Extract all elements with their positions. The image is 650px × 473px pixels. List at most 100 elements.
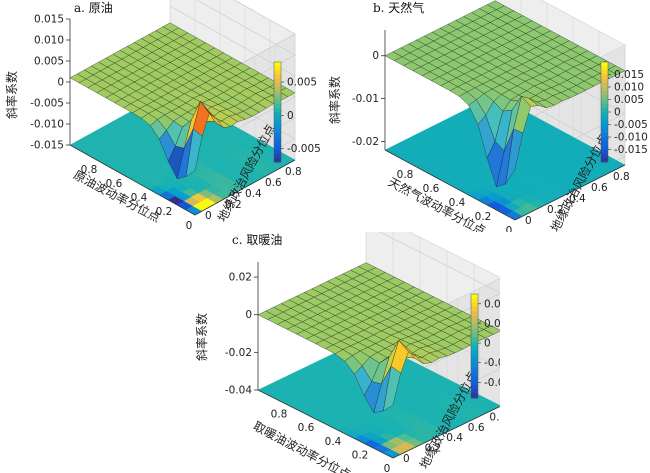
- colorbar-segment: [471, 346, 478, 351]
- colorbar-segment: [471, 389, 478, 395]
- colorbar-segment: [601, 82, 608, 88]
- colorbar-segment: [274, 124, 281, 130]
- surface-cell: [185, 128, 203, 177]
- colorbar-segment: [471, 359, 478, 364]
- colorbar-segment: [274, 149, 281, 155]
- y-tick-label: 0: [403, 453, 410, 465]
- chart-b-plot: 0 -0.01 -0.02 0.8 0.6 0.4 0.2 0 0 0.2 0.4 0.6 0.8 斜率系…: [327, 0, 648, 232]
- y-axis-line: [392, 406, 500, 459]
- colorbar-segment: [601, 74, 608, 80]
- colorbar-tick-label: 0.005: [614, 94, 644, 106]
- colorbar-segment: [601, 91, 608, 96]
- z-tick-label: 0.005: [34, 56, 64, 68]
- z-axis-title: 斜率系数: [194, 313, 209, 361]
- surface-mesh: [384, 0, 626, 188]
- colorbar-segment: [471, 385, 478, 390]
- z-tick-label: 0: [372, 50, 379, 62]
- z-tick-label: -0.02: [352, 136, 379, 148]
- surface-mesh: [69, 22, 296, 180]
- colorbar-segment: [274, 74, 281, 80]
- colorbar-segment: [274, 157, 281, 163]
- colorbar-segment: [601, 153, 608, 159]
- y-tick-label: 0.6: [265, 177, 282, 189]
- x-tick-label: 0.8: [81, 164, 98, 176]
- colorbar-segment: [471, 337, 478, 343]
- colorbar-segment: [471, 341, 478, 347]
- colorbar-segment: [471, 302, 478, 308]
- chart-a-plot: 0.0150.0100.0050-0.005-0.010-0.0150.80.6…: [4, 0, 321, 232]
- colorbar-segment: [471, 315, 478, 321]
- x-tick-label: 0.8: [397, 169, 414, 181]
- z-tick-label: -0.01: [352, 93, 379, 105]
- colorbar-segment: [274, 91, 281, 96]
- colorbar-segment: [471, 372, 478, 377]
- colorbar-segment: [601, 124, 608, 130]
- colorbar-segment: [274, 95, 281, 100]
- y-tick-label: 0: [525, 215, 532, 227]
- colorbar-segment: [274, 116, 281, 121]
- colorbar-segment: [601, 107, 608, 113]
- colorbar-tick-label: 0.01: [484, 318, 500, 330]
- y-tick-label: 0.4: [446, 432, 463, 444]
- chart-panel-a: a. 原油 0.015 0.010 0.005 0 -0.005 -0.010 -0.015…: [0, 0, 325, 232]
- x-tick-label: 0.2: [352, 449, 369, 461]
- colorbar-segment: [274, 120, 281, 125]
- colorbar-segment: [601, 132, 608, 138]
- y-tick-label: 0.8: [285, 166, 302, 178]
- colorbar-segment: [601, 145, 608, 150]
- colorbar-tick-label: 0: [287, 110, 294, 122]
- chart-a-title: a. 原油: [74, 1, 113, 15]
- y-tick-label: 0.4: [569, 193, 586, 205]
- colorbar-segment: [601, 99, 608, 105]
- z-axis-title: 斜率系数: [327, 76, 342, 124]
- y-tick-label: 0.2: [425, 443, 442, 455]
- colorbar-frame: [470, 293, 479, 399]
- colorbar-segment: [274, 103, 281, 109]
- colorbar-segment: [471, 380, 478, 386]
- z-tick-label: 0.02: [229, 272, 252, 284]
- colorbar-segment: [601, 70, 608, 75]
- colorbar-segment: [471, 367, 478, 373]
- colorbar-segment: [601, 120, 608, 125]
- colorbar-tick-label: 0.02: [484, 298, 500, 310]
- y-axis-line: [514, 164, 626, 221]
- colorbar-tick-label: -0.010: [614, 132, 648, 144]
- colorbar-segment: [601, 137, 608, 142]
- x-tick-label: 0.2: [156, 206, 173, 218]
- colorbar-segment: [274, 87, 281, 92]
- chart-b-svg: b. 天然气 0 -0.01 -0.02 0.8 0.6 0.4 0.2 0 0 0.2 0.4 0.…: [327, 0, 648, 232]
- colorbar-segment: [274, 128, 281, 134]
- z-tick-label: 0: [57, 77, 64, 89]
- y-tick-label: 0.4: [245, 188, 262, 200]
- colorbar-segment: [601, 87, 608, 92]
- colorbar-segment: [274, 141, 281, 146]
- x-tick-label: 0.6: [423, 183, 440, 195]
- colorbar-segment: [274, 132, 281, 138]
- z-tick-label: 0: [245, 309, 252, 321]
- x-tick-label: 0.2: [475, 211, 492, 223]
- chart-c-title: c. 取暖油: [232, 233, 282, 247]
- x-axis-line: [69, 144, 196, 216]
- colorbar-segment: [471, 311, 478, 317]
- colorbar-segment: [601, 66, 608, 71]
- colorbar-segment: [274, 145, 281, 150]
- colorbar-segment: [471, 294, 478, 299]
- colorbar-segment: [471, 328, 478, 334]
- colorbar-segment: [471, 393, 478, 399]
- y-tick-label: 0.6: [468, 422, 485, 434]
- colorbar-tick-label: -0.005: [614, 119, 648, 131]
- x-tick-label: 0.6: [106, 178, 123, 190]
- colorbar-tick-label: -0.01: [484, 357, 500, 369]
- y-tick-label: 0.6: [591, 182, 608, 194]
- surface-mesh: [257, 262, 500, 414]
- colorbar-tick-label: 0.015: [614, 69, 644, 81]
- y-axis-line: [194, 159, 296, 216]
- colorbar-segment: [471, 354, 478, 360]
- colorbar-segment: [274, 107, 281, 113]
- colorbar-segment: [471, 307, 478, 312]
- colorbar-segment: [471, 298, 478, 304]
- chart-panel-b: b. 天然气 0 -0.01 -0.02 0.8 0.6 0.4 0.2 0 0 0.2 0.4 0.…: [325, 0, 650, 232]
- colorbar-tick-label: 0: [614, 107, 621, 119]
- colorbar-segment: [601, 157, 608, 163]
